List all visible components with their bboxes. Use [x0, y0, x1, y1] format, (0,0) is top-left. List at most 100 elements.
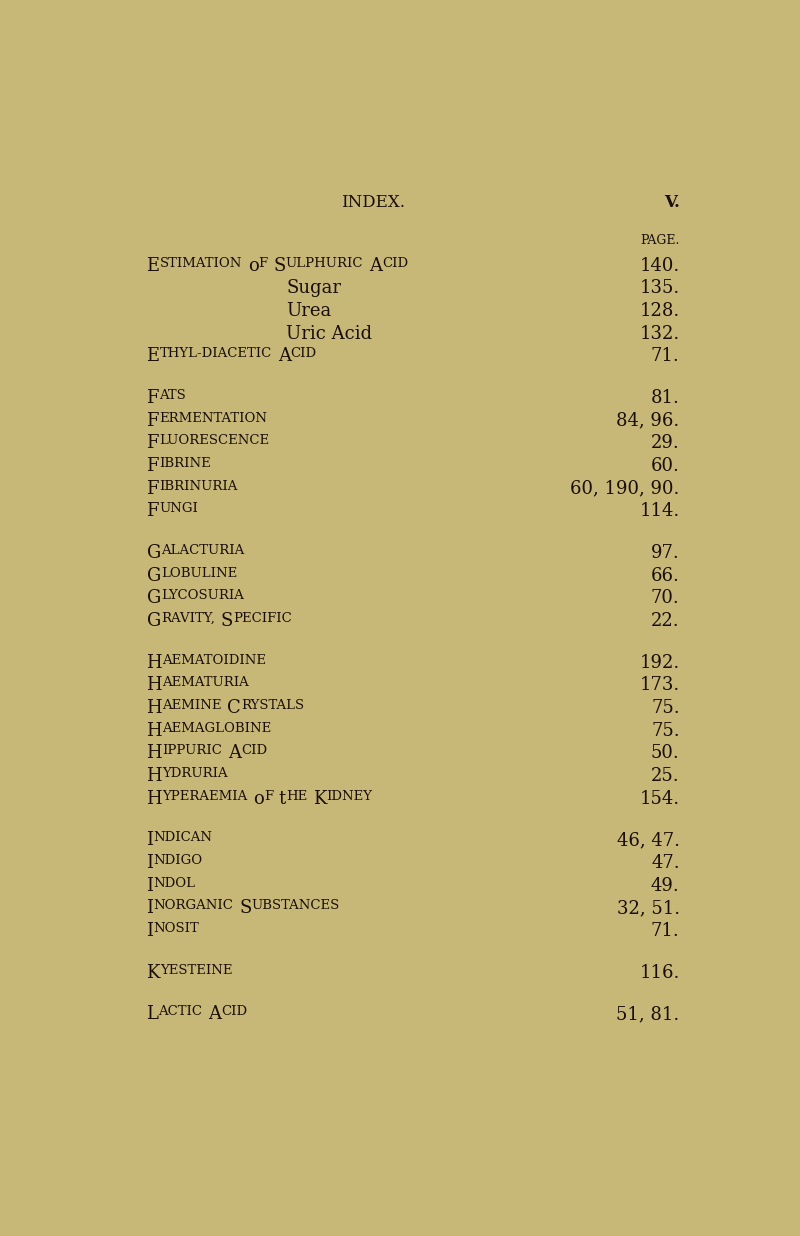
Text: G: G: [146, 544, 161, 562]
Text: 140.: 140.: [639, 257, 680, 274]
Text: K: K: [146, 964, 160, 981]
Text: S: S: [274, 257, 286, 274]
Text: 154.: 154.: [639, 790, 680, 807]
Text: C: C: [227, 700, 241, 717]
Text: 71.: 71.: [651, 347, 680, 366]
Text: INDEX.: INDEX.: [341, 194, 405, 211]
Text: IDNEY: IDNEY: [326, 790, 372, 802]
Text: 22.: 22.: [651, 612, 680, 630]
Text: K: K: [313, 790, 326, 807]
Text: F: F: [146, 434, 159, 452]
Text: G: G: [146, 590, 161, 607]
Text: 173.: 173.: [639, 676, 680, 695]
Text: E: E: [146, 347, 160, 366]
Text: NOSIT: NOSIT: [154, 922, 199, 934]
Text: 46, 47.: 46, 47.: [617, 832, 680, 849]
Text: HE: HE: [286, 790, 307, 802]
Text: 75.: 75.: [651, 722, 680, 739]
Text: NDOL: NDOL: [154, 876, 195, 890]
Text: A: A: [208, 1005, 221, 1023]
Text: IBRINURIA: IBRINURIA: [159, 480, 238, 493]
Text: S: S: [239, 900, 251, 917]
Text: 47.: 47.: [651, 854, 680, 871]
Text: YPERAEMIA: YPERAEMIA: [162, 790, 247, 802]
Text: NORGANIC: NORGANIC: [154, 900, 234, 912]
Text: ACTIC: ACTIC: [158, 1005, 202, 1018]
Text: H: H: [146, 700, 162, 717]
Text: I: I: [146, 854, 154, 871]
Text: A: A: [228, 744, 241, 763]
Text: I: I: [146, 922, 154, 939]
Text: H: H: [146, 790, 162, 807]
Text: A: A: [278, 347, 290, 366]
Text: IBRINE: IBRINE: [159, 457, 210, 470]
Text: V.: V.: [664, 194, 680, 211]
Text: 60.: 60.: [651, 457, 680, 475]
Text: F: F: [146, 502, 159, 520]
Text: 25.: 25.: [651, 768, 680, 785]
Text: UBSTANCES: UBSTANCES: [251, 900, 340, 912]
Text: I: I: [146, 900, 154, 917]
Text: H: H: [146, 722, 162, 739]
Text: PAGE.: PAGE.: [640, 234, 680, 247]
Text: 70.: 70.: [651, 590, 680, 607]
Text: ERMENTATION: ERMENTATION: [159, 412, 267, 425]
Text: RAVITY,: RAVITY,: [161, 612, 214, 625]
Text: 84, 96.: 84, 96.: [617, 412, 680, 430]
Text: F: F: [264, 790, 273, 802]
Text: YDRURIA: YDRURIA: [162, 768, 228, 780]
Text: AEMAGLOBINE: AEMAGLOBINE: [162, 722, 271, 734]
Text: 32, 51.: 32, 51.: [617, 900, 680, 917]
Text: F: F: [146, 457, 159, 475]
Text: 66.: 66.: [651, 566, 680, 585]
Text: NDIGO: NDIGO: [154, 854, 202, 866]
Text: 192.: 192.: [639, 654, 680, 671]
Text: E: E: [146, 257, 160, 274]
Text: YESTEINE: YESTEINE: [160, 964, 232, 976]
Text: F: F: [146, 389, 159, 407]
Text: 116.: 116.: [639, 964, 680, 981]
Text: NDICAN: NDICAN: [154, 832, 213, 844]
Text: LYCOSURIA: LYCOSURIA: [161, 590, 244, 602]
Text: L: L: [146, 1005, 158, 1023]
Text: Urea: Urea: [286, 302, 331, 320]
Text: 128.: 128.: [639, 302, 680, 320]
Text: CID: CID: [221, 1005, 247, 1018]
Text: LUORESCENCE: LUORESCENCE: [159, 434, 269, 447]
Text: G: G: [146, 566, 161, 585]
Text: 97.: 97.: [651, 544, 680, 562]
Text: 49.: 49.: [651, 876, 680, 895]
Text: 71.: 71.: [651, 922, 680, 939]
Text: o: o: [248, 257, 258, 274]
Text: AEMATOIDINE: AEMATOIDINE: [162, 654, 266, 666]
Text: 50.: 50.: [651, 744, 680, 763]
Text: AEMATURIA: AEMATURIA: [162, 676, 249, 690]
Text: F: F: [146, 480, 159, 498]
Text: H: H: [146, 676, 162, 695]
Text: THYL-DIACETIC: THYL-DIACETIC: [160, 347, 272, 361]
Text: t: t: [278, 790, 286, 807]
Text: 60, 190, 90.: 60, 190, 90.: [570, 480, 680, 498]
Text: Sugar: Sugar: [286, 279, 341, 298]
Text: 135.: 135.: [639, 279, 680, 298]
Text: F: F: [258, 257, 268, 269]
Text: S: S: [220, 612, 233, 630]
Text: 132.: 132.: [639, 325, 680, 342]
Text: CID: CID: [241, 744, 267, 758]
Text: 51, 81.: 51, 81.: [617, 1005, 680, 1023]
Text: Uric Acid: Uric Acid: [286, 325, 372, 342]
Text: I: I: [146, 832, 154, 849]
Text: STIMATION: STIMATION: [160, 257, 242, 269]
Text: I: I: [146, 876, 154, 895]
Text: F: F: [146, 412, 159, 430]
Text: UNGI: UNGI: [159, 502, 198, 515]
Text: PECIFIC: PECIFIC: [233, 612, 291, 625]
Text: 114.: 114.: [639, 502, 680, 520]
Text: H: H: [146, 654, 162, 671]
Text: ULPHURIC: ULPHURIC: [286, 257, 363, 269]
Text: G: G: [146, 612, 161, 630]
Text: A: A: [369, 257, 382, 274]
Text: 75.: 75.: [651, 700, 680, 717]
Text: RYSTALS: RYSTALS: [241, 700, 304, 712]
Text: AEMINE: AEMINE: [162, 700, 222, 712]
